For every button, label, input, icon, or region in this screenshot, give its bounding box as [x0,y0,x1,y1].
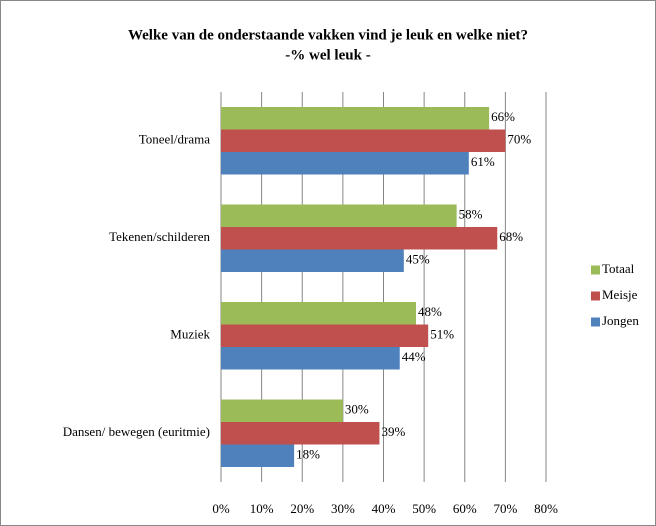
x-tick-label: 20% [290,501,314,516]
x-tick-label: 40% [372,501,396,516]
bar [221,227,498,250]
x-tick-label: 0% [212,501,230,516]
x-tick-label: 30% [331,501,355,516]
value-label: 30% [345,402,369,417]
chart-title: Welke van de onderstaande vakken vind je… [128,27,528,43]
x-tick-label: 60% [453,501,477,516]
y-tick-label: Toneel/drama [139,132,211,147]
legend-label: Jongen [602,313,639,328]
bar [221,107,490,130]
bar [221,249,404,272]
value-label: 18% [296,447,320,462]
y-tick-label: Dansen/ bewegen (euritmie) [63,424,210,439]
bar [221,152,469,175]
bar [221,324,429,347]
value-label: 68% [499,229,523,244]
chart-subtitle: -% wel leuk - [285,47,370,63]
x-tick-label: 10% [250,501,274,516]
value-label: 39% [381,424,405,439]
bar [221,302,416,325]
legend-label: Meisje [602,287,638,302]
value-label: 66% [491,109,515,124]
value-label: 48% [418,304,442,319]
value-label: 70% [507,132,531,147]
bar [221,399,343,422]
bar [221,347,400,370]
y-tick-label: Muziek [170,327,210,342]
legend-swatch [591,317,600,327]
x-tick-label: 80% [534,501,558,516]
legend-label: Totaal [602,261,635,276]
x-tick-label: 70% [493,501,517,516]
bar [221,444,295,467]
value-label: 44% [402,349,426,364]
y-tick-label: Tekenen/schilderen [109,229,210,244]
legend-swatch [591,291,600,301]
value-label: 51% [430,327,454,342]
bar [221,204,457,227]
value-label: 61% [471,154,495,169]
value-label: 45% [406,252,430,267]
bar [221,129,506,152]
legend-swatch [591,265,600,275]
value-label: 58% [459,207,483,222]
x-tick-label: 50% [412,501,436,516]
bar [221,422,380,445]
